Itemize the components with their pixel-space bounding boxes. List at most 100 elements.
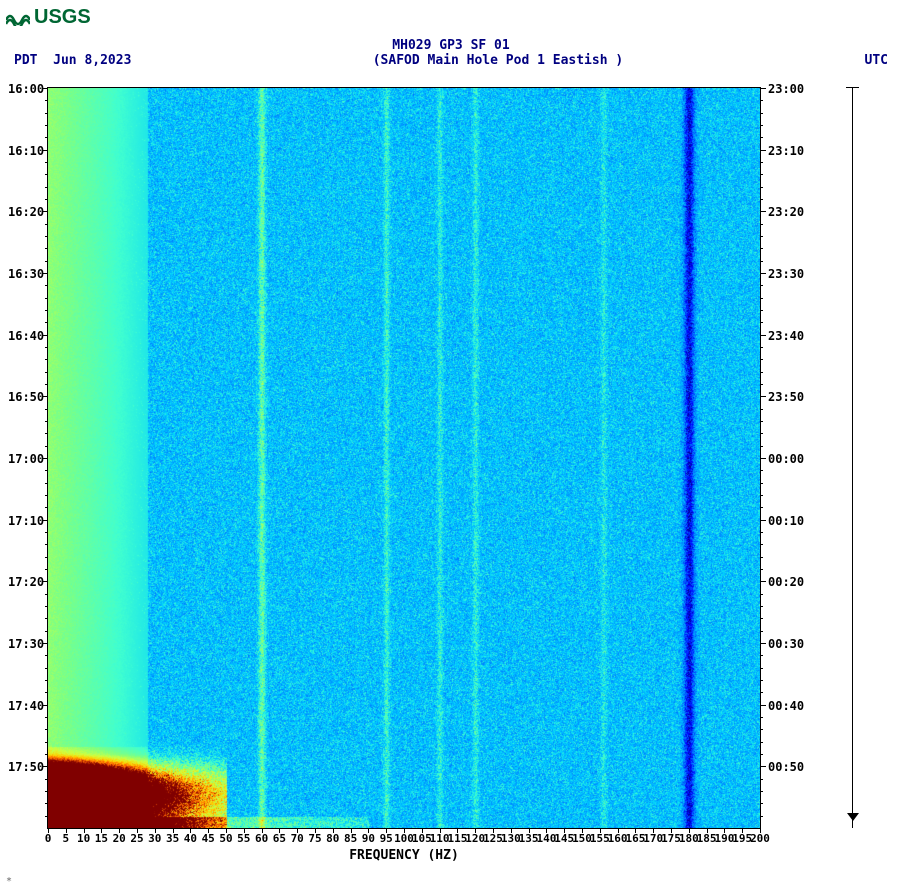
tick-mark-minor bbox=[760, 335, 763, 336]
tick-mark-minor bbox=[45, 544, 48, 545]
tick-mark-minor bbox=[45, 495, 48, 496]
tick-mark-minor bbox=[760, 495, 763, 496]
tick-mark-minor bbox=[45, 162, 48, 163]
x-tick-label: 90 bbox=[362, 832, 375, 845]
tick-mark-minor bbox=[760, 606, 763, 607]
tick-mark-minor bbox=[760, 396, 763, 397]
tick-mark-minor bbox=[760, 655, 763, 656]
tick-mark bbox=[66, 828, 67, 833]
tick-mark-minor bbox=[760, 631, 763, 632]
y-right-tick-label: 00:40 bbox=[768, 699, 804, 713]
tick-mark-minor bbox=[45, 421, 48, 422]
tick-mark-minor bbox=[45, 261, 48, 262]
tick-mark-minor bbox=[760, 421, 763, 422]
tick-mark-minor bbox=[760, 557, 763, 558]
tick-mark-minor bbox=[760, 779, 763, 780]
x-tick-label: 60 bbox=[255, 832, 268, 845]
tick-mark-minor bbox=[760, 100, 763, 101]
tick-mark bbox=[279, 828, 280, 833]
tick-mark-minor bbox=[760, 261, 763, 262]
tick-mark-minor bbox=[760, 803, 763, 804]
tick-mark-minor bbox=[45, 729, 48, 730]
tick-mark-minor bbox=[760, 643, 763, 644]
usgs-wave-icon bbox=[6, 10, 30, 26]
tick-mark-minor bbox=[760, 347, 763, 348]
y-right-tick-label: 23:10 bbox=[768, 144, 804, 158]
tick-mark bbox=[724, 828, 725, 833]
chart-title-line1: MH029 GP3 SF 01 bbox=[0, 38, 902, 53]
tick-mark-minor bbox=[45, 791, 48, 792]
tick-mark-minor bbox=[45, 409, 48, 410]
y-right-tick-label: 23:20 bbox=[768, 205, 804, 219]
tick-mark bbox=[546, 828, 547, 833]
tick-mark-minor bbox=[45, 680, 48, 681]
y-left-tick-label: 17:40 bbox=[8, 699, 44, 713]
tick-mark-minor bbox=[760, 470, 763, 471]
tick-mark-minor bbox=[760, 569, 763, 570]
tick-mark-minor bbox=[45, 113, 48, 114]
tick-mark-minor bbox=[760, 791, 763, 792]
tick-mark-minor bbox=[45, 594, 48, 595]
x-tick-label: 85 bbox=[344, 832, 357, 845]
tick-mark-minor bbox=[45, 248, 48, 249]
tick-mark-minor bbox=[45, 310, 48, 311]
right-timezone: UTC bbox=[865, 53, 888, 68]
tick-mark-minor bbox=[45, 557, 48, 558]
y-left-tick-label: 17:50 bbox=[8, 760, 44, 774]
tick-mark bbox=[48, 828, 49, 833]
y-right-tick-label: 23:00 bbox=[768, 82, 804, 96]
x-tick-label: 10 bbox=[77, 832, 90, 845]
tick-mark-minor bbox=[760, 446, 763, 447]
tick-mark-minor bbox=[760, 618, 763, 619]
tick-mark-minor bbox=[45, 766, 48, 767]
tick-mark bbox=[404, 828, 405, 833]
tick-mark-minor bbox=[760, 298, 763, 299]
x-tick-label: 55 bbox=[237, 832, 250, 845]
tick-mark-minor bbox=[760, 544, 763, 545]
tick-mark bbox=[707, 828, 708, 833]
time-progress-arrow-icon bbox=[847, 813, 859, 821]
tick-mark-minor bbox=[45, 816, 48, 817]
tick-mark-minor bbox=[45, 372, 48, 373]
tick-mark-minor bbox=[760, 532, 763, 533]
x-tick-label: 50 bbox=[219, 832, 232, 845]
tick-mark-minor bbox=[760, 137, 763, 138]
y-left-tick-label: 17:30 bbox=[8, 637, 44, 651]
tick-mark-minor bbox=[45, 655, 48, 656]
tick-mark-minor bbox=[760, 236, 763, 237]
tick-mark bbox=[333, 828, 334, 833]
y-left-tick-label: 16:50 bbox=[8, 390, 44, 404]
spectrogram-plot-area bbox=[48, 88, 760, 828]
tick-mark-minor bbox=[760, 520, 763, 521]
tick-mark-minor bbox=[45, 458, 48, 459]
x-tick-label: 25 bbox=[130, 832, 143, 845]
tick-mark bbox=[671, 828, 672, 833]
tick-mark-minor bbox=[45, 384, 48, 385]
x-tick-label: 15 bbox=[95, 832, 108, 845]
y-right-tick-label: 23:30 bbox=[768, 267, 804, 281]
tick-mark-minor bbox=[760, 507, 763, 508]
tick-mark bbox=[600, 828, 601, 833]
tick-mark-minor bbox=[760, 581, 763, 582]
tick-mark-minor bbox=[45, 322, 48, 323]
x-tick-label: 45 bbox=[202, 832, 215, 845]
y-left-tick-label: 16:00 bbox=[8, 82, 44, 96]
tick-mark-minor bbox=[760, 187, 763, 188]
y-right-tick-label: 23:40 bbox=[768, 329, 804, 343]
x-tick-label: 40 bbox=[184, 832, 197, 845]
y-right-tick-label: 00:00 bbox=[768, 452, 804, 466]
chart-header: MH029 GP3 SF 01 PDT Jun 8,2023 (SAFOD Ma… bbox=[0, 38, 902, 68]
tick-mark-minor bbox=[45, 174, 48, 175]
tick-mark bbox=[689, 828, 690, 833]
tick-mark-minor bbox=[760, 113, 763, 114]
tick-mark bbox=[155, 828, 156, 833]
tick-mark bbox=[742, 828, 743, 833]
tick-mark bbox=[137, 828, 138, 833]
tick-mark bbox=[119, 828, 120, 833]
tick-mark-minor bbox=[760, 594, 763, 595]
tick-mark-minor bbox=[45, 335, 48, 336]
tick-mark-minor bbox=[45, 742, 48, 743]
tick-mark-minor bbox=[760, 211, 763, 212]
y-right-tick-label: 00:20 bbox=[768, 575, 804, 589]
x-tick-label: 80 bbox=[326, 832, 339, 845]
